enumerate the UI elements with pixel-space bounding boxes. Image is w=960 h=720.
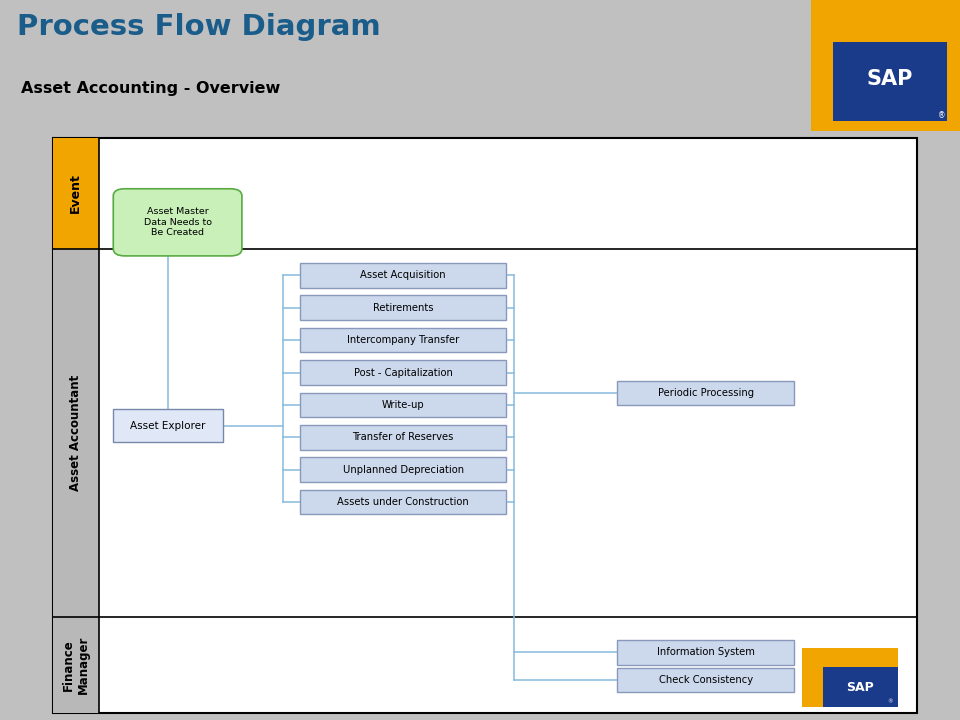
Text: Check Consistency: Check Consistency [659, 675, 753, 685]
Text: Intercompany Transfer: Intercompany Transfer [348, 335, 459, 345]
FancyBboxPatch shape [113, 189, 242, 256]
FancyBboxPatch shape [811, 0, 960, 131]
Text: Asset Explorer: Asset Explorer [131, 420, 205, 431]
Text: Event: Event [69, 174, 83, 213]
Text: Retirements: Retirements [372, 302, 434, 312]
Text: Asset Accounting - Overview: Asset Accounting - Overview [21, 81, 280, 96]
Text: Asset Master
Data Needs to
Be Created: Asset Master Data Needs to Be Created [144, 207, 211, 237]
FancyBboxPatch shape [53, 138, 99, 713]
FancyBboxPatch shape [300, 425, 507, 450]
Text: Finance
Manager: Finance Manager [61, 636, 90, 694]
FancyBboxPatch shape [53, 138, 917, 713]
Text: Transfer of Reserves: Transfer of Reserves [352, 432, 454, 442]
Text: Write-up: Write-up [382, 400, 424, 410]
Text: Process Flow Diagram: Process Flow Diagram [17, 13, 381, 41]
Text: Asset Acquisition: Asset Acquisition [360, 270, 446, 280]
Text: Information System: Information System [657, 647, 755, 657]
FancyBboxPatch shape [300, 328, 507, 353]
FancyBboxPatch shape [53, 138, 99, 249]
Text: SAP: SAP [867, 68, 913, 89]
FancyBboxPatch shape [300, 392, 507, 418]
FancyBboxPatch shape [300, 457, 507, 482]
FancyBboxPatch shape [113, 410, 223, 441]
FancyBboxPatch shape [616, 667, 794, 693]
Text: Assets under Construction: Assets under Construction [337, 497, 469, 507]
FancyBboxPatch shape [300, 295, 507, 320]
FancyBboxPatch shape [802, 648, 898, 707]
FancyBboxPatch shape [300, 490, 507, 515]
FancyBboxPatch shape [833, 42, 947, 120]
FancyBboxPatch shape [616, 381, 794, 405]
FancyBboxPatch shape [300, 263, 507, 288]
Text: Periodic Processing: Periodic Processing [658, 388, 754, 398]
FancyBboxPatch shape [823, 667, 898, 707]
FancyBboxPatch shape [300, 360, 507, 385]
Text: ®: ® [938, 112, 946, 120]
Text: Post - Capitalization: Post - Capitalization [354, 367, 452, 377]
FancyBboxPatch shape [616, 640, 794, 665]
Text: Unplanned Depreciation: Unplanned Depreciation [343, 464, 464, 474]
Text: SAP: SAP [847, 680, 874, 693]
Text: ®: ® [887, 699, 893, 704]
Text: Asset Accountant: Asset Accountant [69, 374, 83, 491]
